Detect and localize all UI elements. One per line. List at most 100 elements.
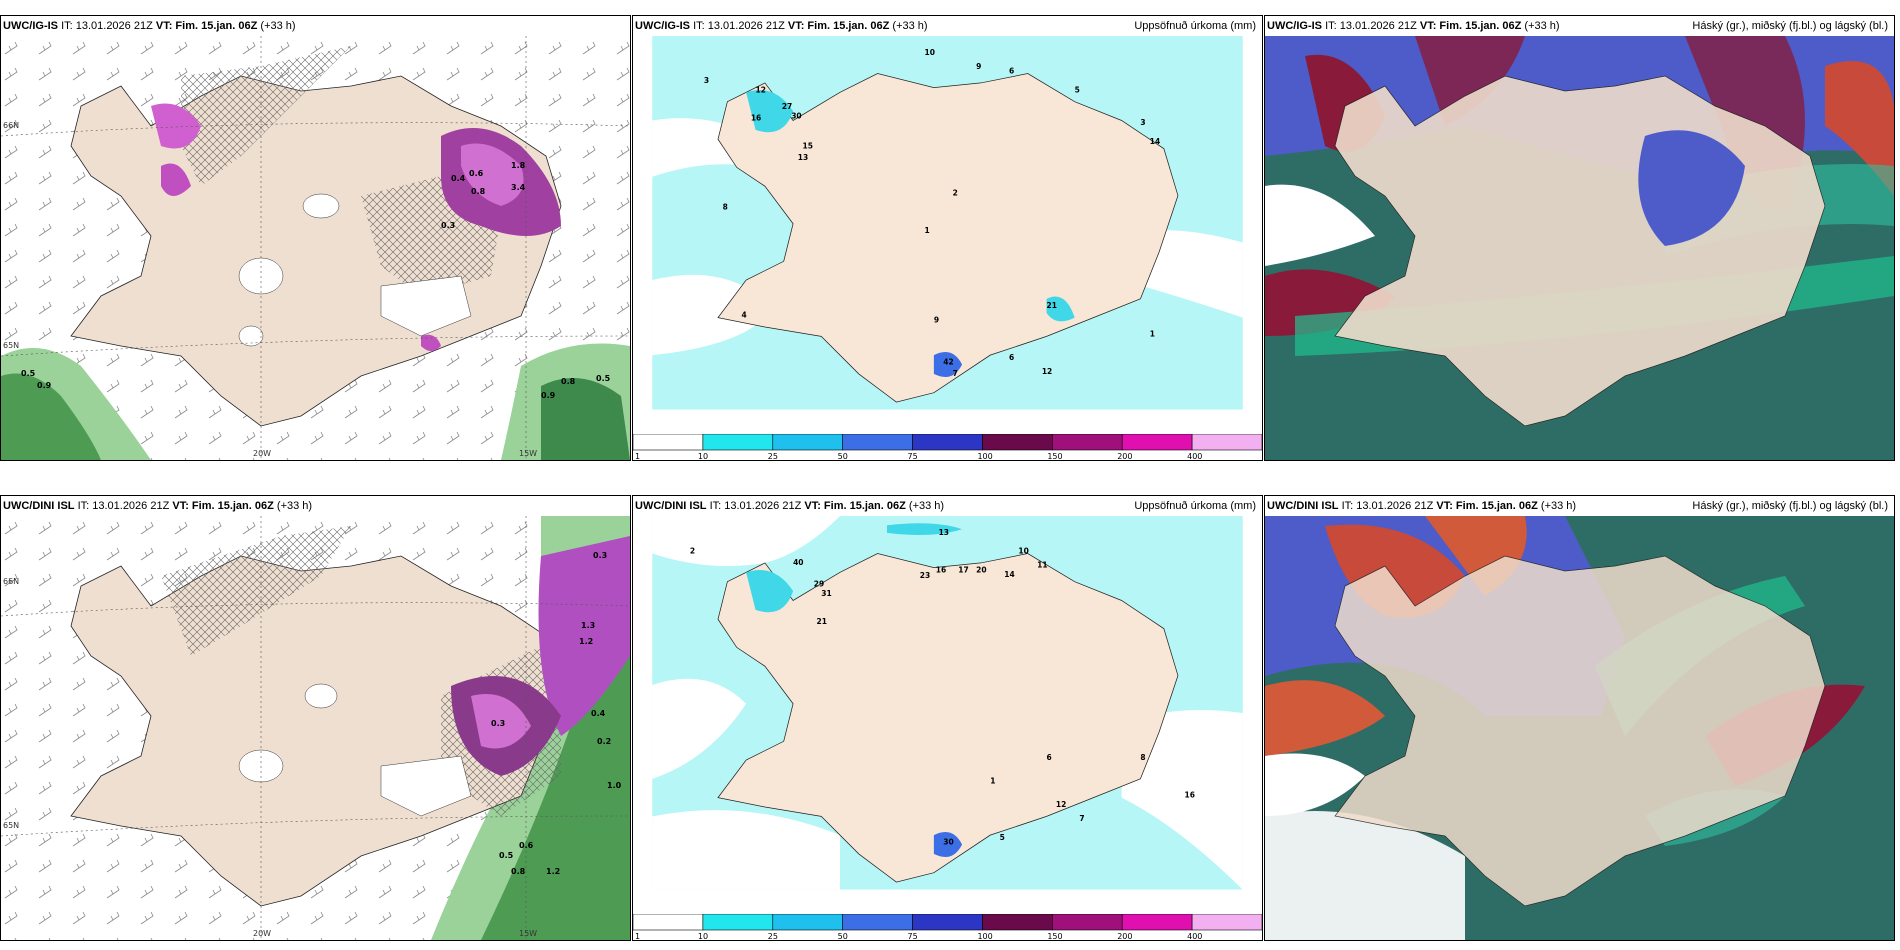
panel-title: Háský (gr.), miðský (fj.bl.) og lágský (…	[1692, 500, 1888, 512]
precip-value: 5	[1075, 85, 1080, 94]
precip-value: 9	[976, 62, 981, 71]
precip-value: 2	[690, 547, 695, 556]
snow-value: 1.2	[579, 637, 593, 646]
colorbar-tick-label: 75	[908, 452, 918, 460]
colorbar-tick-label: 50	[838, 932, 848, 940]
init-time: IT: 13.01.2026 21Z	[693, 20, 785, 32]
snow-value: 0.4	[591, 709, 606, 718]
model-name: UWC/DINI ISL	[1267, 500, 1339, 512]
snow-value: 0.3	[491, 719, 505, 728]
valid-time: VT: Fim. 15.jan. 06Z	[172, 500, 274, 512]
colorbar-swatch	[1052, 914, 1123, 931]
valid-time: VT: Fim. 15.jan. 06Z	[1436, 500, 1538, 512]
colorbar-tick-label: 100	[977, 932, 992, 940]
precip-value: 5	[1000, 833, 1005, 842]
precip-value: 6	[1009, 67, 1014, 76]
precip-value: 40	[793, 558, 803, 567]
precip-value: 20	[976, 565, 986, 574]
precip-value: 2	[953, 189, 958, 198]
panel-title: Uppsöfnuð úrkoma (mm)	[1134, 20, 1256, 32]
precip-value: 13	[798, 153, 808, 162]
panel-header: UWC/DINI ISL IT: 13.01.2026 21Z VT: Fim.…	[633, 496, 1262, 516]
colorbar-tick-label: 10	[698, 452, 708, 460]
precip-value: 6	[1009, 353, 1014, 362]
colorbar-swatch	[842, 914, 913, 931]
lead-time: (+33 h)	[1524, 20, 1560, 32]
colorbar-swatch	[1191, 434, 1262, 451]
snow-value: 0.8	[471, 187, 486, 196]
precip-value: 16	[936, 565, 946, 574]
colorbar-tick-label: 400	[1187, 932, 1202, 940]
precip-colorbar: 1 10 25 50 75 100 150 200 400	[633, 914, 1262, 940]
precip-value: 30	[943, 838, 953, 847]
lat-label-66n: 66N	[3, 577, 19, 586]
lon-label-15w: 15W	[519, 449, 537, 458]
panel-title: Háský (gr.), miðský (fj.bl.) og lágský (…	[1692, 20, 1888, 32]
precip-value: 29	[814, 579, 824, 588]
precip-value: 31	[821, 589, 831, 598]
colorbar-tick-label: 150	[1047, 452, 1062, 460]
colorbar-swatch	[772, 434, 843, 451]
precip-value: 16	[1185, 791, 1195, 800]
lon-label-20w: 20W	[253, 929, 271, 938]
snow-value: 0.6	[519, 841, 534, 850]
wind-snow-map: 20W 15W 66N 65N 0.3 1.3 1.2 0.4 0.2 1.0 …	[1, 516, 630, 940]
wind-snow-map: 20W 15W 66N 65N 0.5 0.9 0.8 0.5 0.9 0.4 …	[1, 36, 630, 460]
colorbar-tick-label: 25	[768, 452, 778, 460]
precip-panel-top: UWC/IG-IS IT: 13.01.2026 21Z VT: Fim. 15…	[632, 15, 1263, 461]
init-time: IT: 13.01.2026 21Z	[61, 20, 153, 32]
precip-value: 1	[1150, 329, 1155, 338]
init-time: IT: 13.01.2026 21Z	[1325, 20, 1417, 32]
snow-value: 0.5	[499, 851, 514, 860]
snow-value: 0.8	[511, 867, 526, 876]
colorbar-tick-label: 100	[977, 452, 992, 460]
colorbar-swatch	[1121, 914, 1193, 931]
snow-value: 0.8	[561, 377, 576, 386]
colorbar-tick-label: 200	[1117, 452, 1132, 460]
snow-value: 0.5	[21, 369, 36, 378]
precip-value: 30	[791, 112, 801, 121]
model-name: UWC/IG-IS	[1267, 20, 1322, 32]
colorbar-swatch	[912, 434, 983, 451]
precip-value: 21	[1047, 301, 1057, 310]
precip-value: 13	[939, 528, 949, 537]
precip-value: 15	[802, 142, 812, 151]
precip-map: 3 10 9 6 5 3 14 12 27 30 16 15 13 2 8 1 …	[652, 36, 1243, 410]
lat-label-65n: 65N	[3, 821, 19, 830]
valid-time: VT: Fim. 15.jan. 06Z	[787, 20, 890, 32]
colorbar-tick-label: 150	[1047, 932, 1062, 940]
valid-time: VT: Fim. 15.jan. 06Z	[804, 500, 906, 512]
snow-value: 0.2	[597, 737, 611, 746]
snow-value: 3.4	[511, 183, 526, 192]
snow-value: 0.5	[596, 374, 611, 383]
precip-value: 17	[958, 565, 968, 574]
colorbar-swatch	[702, 914, 774, 931]
colorbar-tick-label: 25	[768, 932, 778, 940]
precip-value: 7	[1079, 814, 1084, 823]
snow-value: 1.0	[607, 781, 622, 790]
panel-header: UWC/IG-IS IT: 13.01.2026 21Z VT: Fim. 15…	[1, 16, 630, 36]
colorbar-tick-label: 10	[698, 932, 708, 940]
cloud-panel-top: UWC/IG-IS IT: 13.01.2026 21Z VT: Fim. 15…	[1264, 15, 1895, 461]
colorbar-tick-label: 50	[838, 452, 848, 460]
panel-header: UWC/DINI ISL IT: 13.01.2026 21Z VT: Fim.…	[1265, 496, 1894, 516]
snow-value: 0.4	[451, 174, 466, 183]
wind-snow-panel-bottom: UWC/DINI ISL IT: 13.01.2026 21Z VT: Fim.…	[0, 495, 631, 941]
colorbar-swatch	[912, 914, 983, 931]
colorbar-swatch	[982, 914, 1053, 931]
precip-value: 12	[1042, 367, 1052, 376]
model-name: UWC/IG-IS	[635, 20, 690, 32]
colorbar-tick-label: 200	[1117, 932, 1132, 940]
lead-time: (+33 h)	[892, 20, 928, 32]
iceland-landmass	[1334, 555, 1826, 907]
model-name: UWC/IG-IS	[3, 20, 58, 32]
lead-time: (+33 h)	[260, 20, 296, 32]
init-time: IT: 13.01.2026 21Z	[1341, 500, 1434, 512]
snow-value: 1.3	[581, 621, 595, 630]
snow-value: 0.3	[593, 551, 607, 560]
precip-value: 10	[925, 48, 935, 57]
snow-value: 0.9	[37, 381, 52, 390]
init-time: IT: 13.01.2026 21Z	[77, 500, 170, 512]
init-time: IT: 13.01.2026 21Z	[709, 500, 802, 512]
lead-time: (+33 h)	[1540, 500, 1577, 512]
